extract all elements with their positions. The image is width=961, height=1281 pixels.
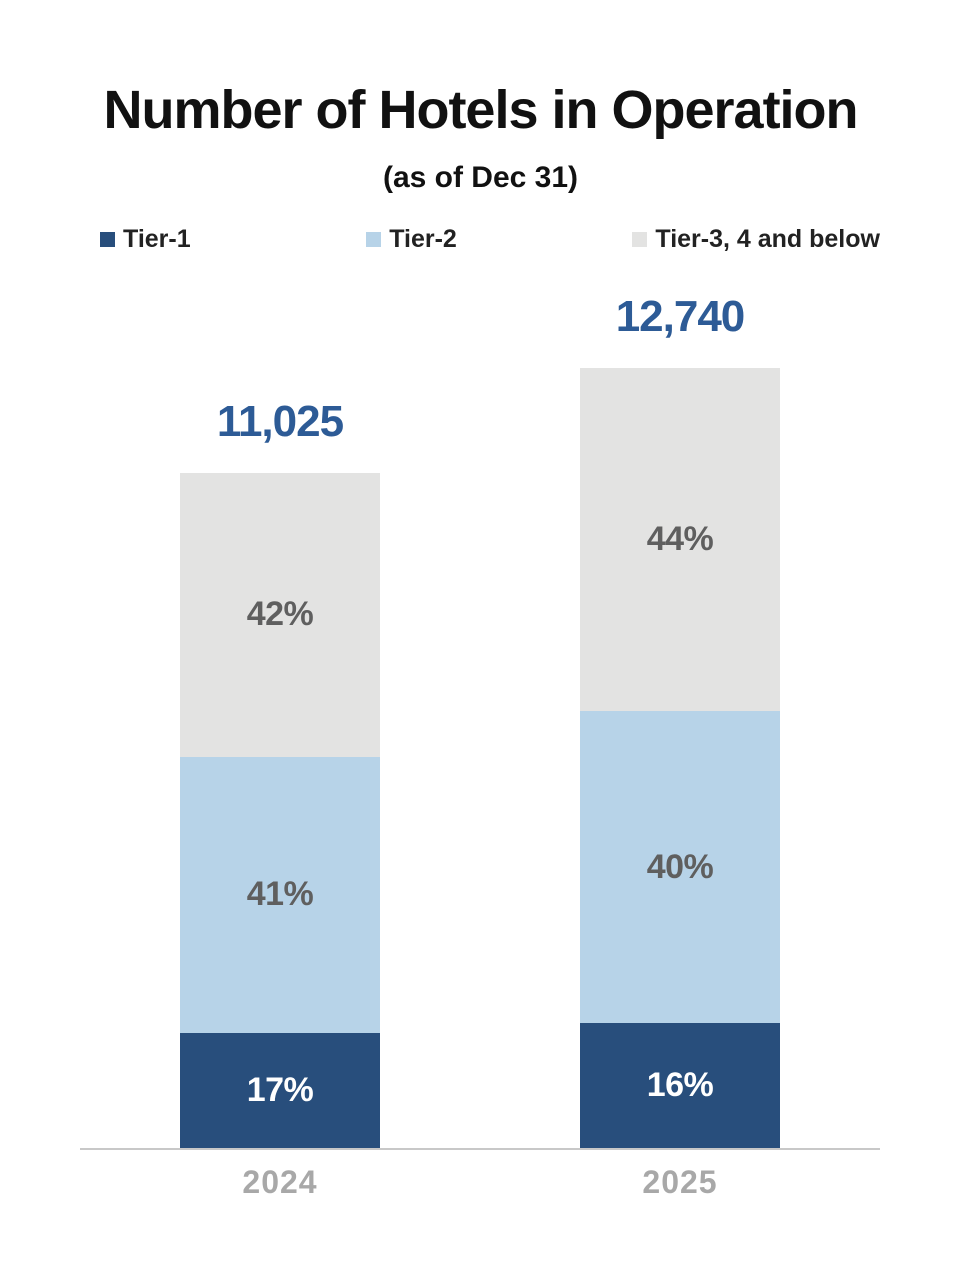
segment-2024-tier2: 41% [180,756,380,1034]
legend-swatch-tier3-icon [632,231,648,247]
segment-label-2024-tier3: 42% [246,595,314,634]
x-axis-labels: 2024 2025 [80,1164,880,1201]
stacked-bar-2024: 42% 41% 17% [180,473,380,1148]
chart-subtitle: (as of Dec 31) [382,160,579,194]
legend-item-tier1: Tier-1 [100,225,191,254]
segment-2024-tier1: 17% [180,1033,380,1148]
segment-2025-tier3: 44% [580,368,780,712]
x-axis-line [80,1148,880,1150]
legend-item-tier3: Tier-3, 4 and below [632,225,880,254]
bar-column-2025: 12,740 44% 40% 16% [580,292,780,1148]
segment-label-2025-tier1: 16% [646,1066,714,1105]
legend: Tier-1 Tier-2 Tier-3, 4 and below [100,225,880,254]
segment-2024-tier3: 42% [180,473,380,757]
chart-title: Number of Hotels in Operation [103,80,858,140]
plot-area: 11,025 42% 41% 17% 12,740 44% 4 [80,290,880,1148]
legend-swatch-tier1-icon [100,231,115,247]
segment-2025-tier1: 16% [580,1023,780,1148]
x-axis-label-2025: 2025 [642,1164,718,1200]
total-label-2025: 12,740 [615,292,746,341]
legend-swatch-tier2-icon [366,231,382,247]
segment-label-2024-tier2: 41% [246,875,314,914]
stacked-bar-2025: 44% 40% 16% [580,368,780,1148]
segment-label-2025-tier3: 44% [646,520,714,559]
segment-2025-tier2: 40% [580,711,780,1024]
segment-label-2025-tier2: 40% [646,847,714,886]
legend-item-tier2: Tier-2 [366,225,457,254]
legend-label-tier2: Tier-2 [389,224,457,253]
x-axis-label-2024: 2024 [242,1164,318,1200]
total-label-2024: 11,025 [216,397,344,446]
legend-label-tier3: Tier-3, 4 and below [655,224,880,253]
segment-label-2024-tier1: 17% [246,1071,314,1110]
bar-column-2024: 11,025 42% 41% 17% [180,397,380,1148]
legend-label-tier1: Tier-1 [123,224,191,253]
